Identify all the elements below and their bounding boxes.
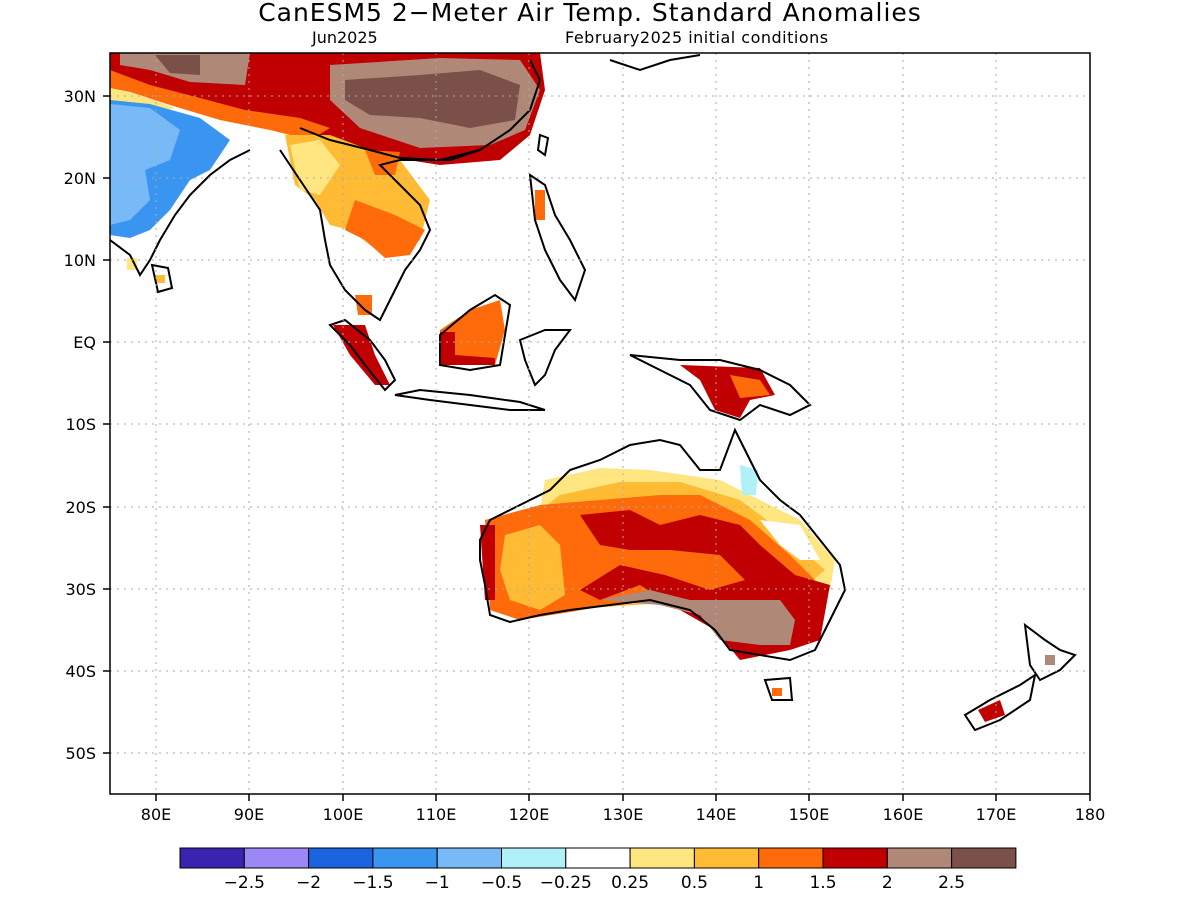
axis-ticks bbox=[103, 95, 1091, 801]
anomaly-nz-south bbox=[978, 700, 1005, 722]
colorbar-swatch bbox=[501, 847, 567, 869]
coast-philippines bbox=[528, 172, 587, 303]
anomaly-aus-cool bbox=[740, 465, 758, 495]
lon-label-180: 180 bbox=[1075, 805, 1106, 824]
lon-label-130e: 130E bbox=[603, 805, 644, 824]
lat-label-20s: 20S bbox=[65, 498, 96, 517]
lat-label-30n: 30N bbox=[64, 87, 96, 106]
coast-seasia bbox=[279, 59, 542, 322]
lon-label-150e: 150E bbox=[789, 805, 830, 824]
colorbar-swatch bbox=[308, 847, 374, 869]
coast-australia bbox=[479, 427, 847, 662]
anomaly-fields bbox=[110, 53, 1055, 722]
lat-label-30s: 30S bbox=[65, 580, 96, 599]
anomaly-aus-ne-white bbox=[760, 520, 820, 560]
anomaly-india-tip bbox=[127, 258, 137, 270]
colorbar-label: 0.25 bbox=[611, 873, 649, 893]
lon-label-160e: 160E bbox=[883, 805, 924, 824]
anomaly-newguinea-orange bbox=[730, 375, 770, 398]
colorbar-label: 2.5 bbox=[938, 873, 965, 893]
colorbar-swatch bbox=[179, 847, 245, 869]
anomaly-seasia-orange bbox=[345, 200, 425, 258]
anomaly-himalaya-orange bbox=[110, 70, 330, 140]
colorbar-label: −2.5 bbox=[224, 873, 265, 893]
anomaly-borneo-red bbox=[440, 332, 495, 365]
lat-label-50s: 50S bbox=[65, 744, 96, 763]
lon-label-80e: 80E bbox=[141, 805, 171, 824]
longitude-labels: 80E 90E 100E 110E 120E 130E 140E 150E 16… bbox=[141, 805, 1106, 824]
lon-label-170e: 170E bbox=[976, 805, 1017, 824]
colorbar-label: 1 bbox=[753, 873, 764, 893]
colorbar-swatch bbox=[822, 847, 888, 869]
lat-label-20n: 20N bbox=[64, 169, 96, 188]
lat-label-eq: EQ bbox=[73, 333, 96, 352]
lon-label-140e: 140E bbox=[696, 805, 737, 824]
colorbar-swatch bbox=[693, 847, 760, 869]
colorbar-swatch bbox=[436, 847, 503, 869]
coastlines bbox=[110, 54, 1077, 732]
colorbar-label: −1.5 bbox=[352, 873, 393, 893]
anomaly-india-lightcool bbox=[110, 104, 180, 225]
colorbar-swatch bbox=[629, 847, 695, 869]
anomaly-tasmania bbox=[772, 688, 782, 696]
anomaly-newguinea bbox=[680, 365, 775, 418]
anomaly-seasia-yellow bbox=[290, 140, 340, 195]
lat-label-10n: 10N bbox=[64, 251, 96, 270]
colorbar-swatch bbox=[565, 847, 631, 869]
latitude-labels: 30N 20N 10N EQ 10S 20S 30S 40S 50S bbox=[64, 87, 96, 763]
lat-label-40s: 40S bbox=[65, 662, 96, 681]
coast-taiwan bbox=[536, 133, 550, 157]
anomaly-borneo bbox=[440, 300, 505, 365]
coast-sumatra bbox=[328, 318, 397, 392]
coast-newguinea bbox=[629, 354, 812, 422]
coast-china bbox=[299, 127, 481, 162]
coast-srilanka bbox=[150, 263, 174, 294]
coast-borneo bbox=[439, 293, 512, 372]
colorbar-label: −0.25 bbox=[540, 873, 592, 893]
colorbar-label: −2 bbox=[296, 873, 321, 893]
anomaly-sumatra bbox=[333, 325, 390, 385]
lon-label-120e: 120E bbox=[509, 805, 550, 824]
coast-tasmania bbox=[763, 676, 794, 701]
colorbar-swatch bbox=[758, 847, 824, 869]
colorbar-label: 0.5 bbox=[681, 873, 708, 893]
anomaly-china-darkbrown bbox=[345, 70, 520, 128]
colorbar: −2.5 −2 −1.5 −1 −0.5 −0.25 0.25 0.5 1 1.5 2 2.5 bbox=[179, 847, 1017, 893]
initial-conditions: February2025 initial conditions bbox=[565, 28, 829, 47]
anomaly-tibet-darkbrown bbox=[155, 55, 200, 75]
colorbar-swatch bbox=[951, 847, 1017, 869]
anomaly-aus-brown bbox=[600, 590, 795, 645]
lon-label-100e: 100E bbox=[323, 805, 364, 824]
grid-lines bbox=[110, 53, 1090, 794]
coast-java bbox=[394, 388, 546, 411]
forecast-month: Jun2025 bbox=[312, 28, 378, 47]
colorbar-swatch bbox=[886, 847, 953, 869]
map-title: CanESM5 2−Meter Air Temp. Standard Anoma… bbox=[258, 0, 922, 27]
anomaly-sumatra-orange bbox=[355, 295, 372, 315]
anomaly-srilanka bbox=[155, 275, 165, 283]
colorbar-label: 2 bbox=[882, 873, 893, 893]
anomaly-nz-north bbox=[1045, 655, 1055, 665]
anomaly-himalaya-yellow bbox=[110, 88, 175, 112]
coast-japan bbox=[609, 54, 701, 72]
colorbar-label: −1 bbox=[425, 873, 450, 893]
coast-nz-north bbox=[1023, 622, 1077, 682]
lon-label-110e: 110E bbox=[416, 805, 457, 824]
lat-label-10s: 10S bbox=[65, 415, 96, 434]
lon-label-90e: 90E bbox=[234, 805, 264, 824]
colorbar-label: −0.5 bbox=[481, 873, 522, 893]
coast-india bbox=[110, 149, 251, 277]
colorbar-label: 1.5 bbox=[809, 873, 836, 893]
coast-sulawesi bbox=[518, 329, 572, 387]
coast-nz-south bbox=[963, 672, 1037, 732]
colorbar-swatch bbox=[372, 847, 438, 869]
anomaly-philippines bbox=[535, 190, 545, 220]
colorbar-swatch bbox=[243, 847, 310, 869]
